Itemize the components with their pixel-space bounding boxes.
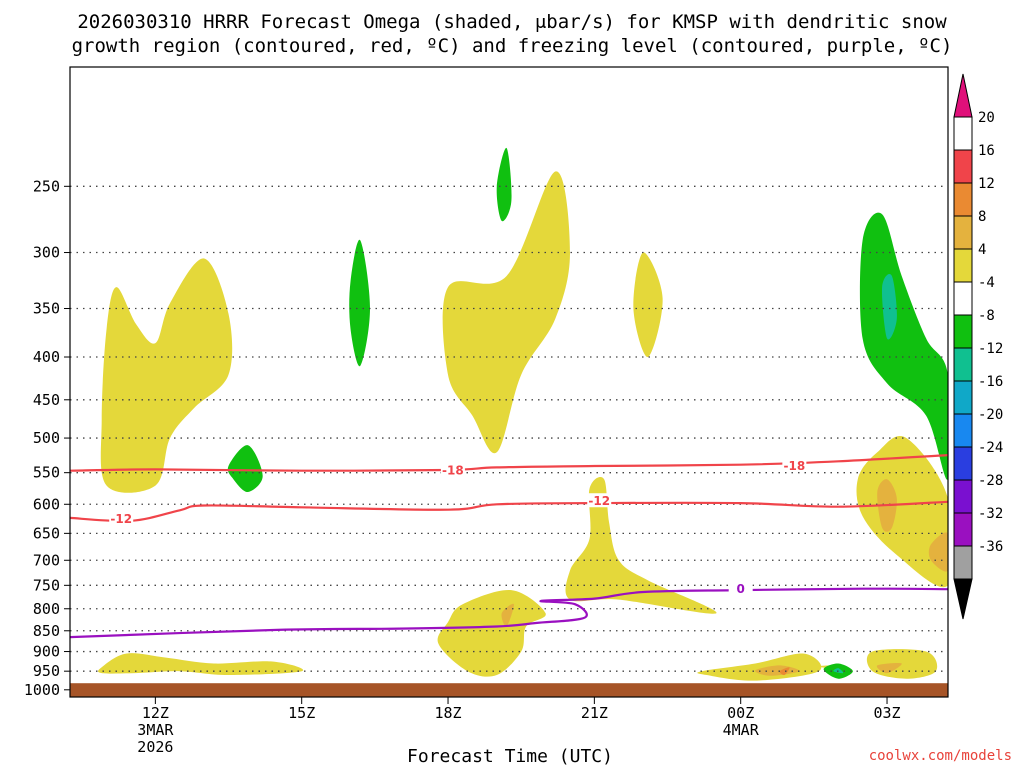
- colorbar-segment: [953, 182, 973, 217]
- colorbar-label: -4: [978, 275, 995, 291]
- colorbar-label: 4: [978, 242, 986, 258]
- y-tick-label: 500: [33, 429, 60, 447]
- temp-minus-12-label: -12: [588, 494, 610, 508]
- freezing-level-label: 0: [737, 582, 745, 596]
- ascent-8-12-region: [501, 603, 514, 627]
- x-tick-label: 21Z: [581, 704, 608, 722]
- ground-layer: [70, 683, 948, 697]
- freezing-level-label-bg: [728, 581, 753, 596]
- descent-4-8-region: [349, 239, 370, 367]
- x-axis-label: Forecast Time (UTC): [407, 746, 613, 767]
- colorbar-bottom-arrow: [953, 578, 973, 620]
- temp-minus-18-label: -18: [442, 464, 464, 478]
- temp-minus-18-line: [70, 454, 948, 472]
- x-tick-date-label: 4MAR: [723, 721, 760, 739]
- y-tick-label: 850: [33, 622, 60, 640]
- x-tick-date-label: 3MAR: [137, 721, 174, 739]
- colorbar-label: -16: [978, 374, 1003, 390]
- descent-4-8-region: [227, 445, 263, 493]
- y-tick-label: 350: [33, 300, 60, 318]
- omega-colorbar: 20 16 12 8 4 -4 -8 -12 -16 -20 -24 -28 -32 -36: [953, 73, 1003, 620]
- y-tick-label: 250: [33, 177, 60, 195]
- ascent-4-8-region: [98, 653, 304, 675]
- colorbar-segment: [953, 215, 973, 250]
- colorbar-label: -36: [978, 539, 1003, 555]
- colorbar-segment: [953, 314, 973, 349]
- y-tick-label: 900: [33, 643, 60, 661]
- colorbar-segment: [953, 545, 973, 580]
- x-tick-label: 12Z: [142, 704, 169, 722]
- descent-8-12-region: [881, 274, 897, 340]
- ground-fill: [70, 683, 948, 697]
- y-tick-label: 300: [33, 244, 60, 262]
- credit-text: coolwx.com/models: [869, 748, 1012, 764]
- colorbar-label: 8: [978, 209, 986, 225]
- colorbar-label: -8: [978, 308, 995, 324]
- freezing-level-line: [70, 587, 948, 639]
- y-tick-label: 700: [33, 551, 60, 569]
- colorbar-segment: [953, 248, 973, 283]
- temp-minus-12-label-bg: [109, 511, 134, 526]
- y-tick-label: 550: [33, 464, 60, 482]
- ascent-4-8-region: [633, 252, 663, 358]
- colorbar-label: 12: [978, 176, 995, 192]
- y-tick-label: 400: [33, 348, 60, 366]
- y-tick-label: 650: [33, 524, 60, 542]
- ascent-4-8-region: [866, 649, 938, 679]
- colorbar-label: -32: [978, 506, 1003, 522]
- y-tick-label: 950: [33, 662, 60, 680]
- colorbar-label: 20: [978, 110, 995, 126]
- colorbar-segment: [953, 512, 973, 547]
- colorbar-top-arrow: [953, 73, 973, 118]
- ascent-4-8-region: [100, 258, 233, 493]
- colorbar-segment: [953, 116, 973, 151]
- ascent-4-8-region: [856, 436, 948, 588]
- temp-minus-12-label: -12: [110, 512, 132, 526]
- x-tick-year-label: 2026: [137, 738, 173, 756]
- colorbar-segment: [953, 149, 973, 184]
- y-tick-label: 750: [33, 576, 60, 594]
- colorbar-segment: [953, 413, 973, 448]
- chart-title-line2: growth region (contoured, red, ºC) and f…: [72, 35, 953, 57]
- temp-minus-18-label-bg: [782, 458, 807, 473]
- temp-minus-12-line: [70, 500, 948, 523]
- plot-frame: [69, 66, 949, 698]
- colorbar-segment: [953, 347, 973, 382]
- y-tick-label: 800: [33, 600, 60, 618]
- colorbar-segment: [953, 446, 973, 481]
- ascent-4-8-region: [437, 589, 546, 677]
- y-tick-label: 1000: [24, 681, 60, 699]
- plot-area: -18 -18 -12 -12 0: [70, 147, 948, 697]
- colorbar-segment: [953, 479, 973, 514]
- x-tick-label: 00Z: [727, 704, 754, 722]
- colorbar-segment: [953, 380, 973, 415]
- ascent-8-12-region: [928, 532, 948, 572]
- ascent-4-8-region: [697, 653, 822, 681]
- colorbar-label: 16: [978, 143, 995, 159]
- colorbar-label: -12: [978, 341, 1003, 357]
- x-tick-label: 03Z: [873, 704, 900, 722]
- descent-4-8-region: [859, 212, 948, 480]
- y-tick-label: 450: [33, 391, 60, 409]
- temp-minus-12-label-bg: [587, 493, 612, 508]
- colorbar-label: -24: [978, 440, 1003, 456]
- descent-4-8-region: [496, 147, 512, 222]
- x-tick-label: 15Z: [288, 704, 315, 722]
- ascent-4-8-region: [565, 476, 717, 614]
- ascent-12-16-region: [779, 667, 790, 676]
- chart-title-line1: 2026030310 HRRR Forecast Omega (shaded, …: [77, 11, 947, 33]
- ascent-4-8-region: [442, 171, 570, 454]
- contour-layer: -18 -18 -12 -12 0: [70, 454, 948, 639]
- x-tick-label: 18Z: [434, 704, 461, 722]
- colorbar-label: -28: [978, 473, 1003, 489]
- colorbar-label: -20: [978, 407, 1003, 423]
- y-tick-label: 600: [33, 495, 60, 513]
- temp-minus-18-label: -18: [784, 459, 806, 473]
- temp-minus-18-label-bg: [440, 462, 465, 477]
- pressure-axis: 250 300 350 400 450 500 550 600 650 700 750 800 850 9…: [24, 177, 70, 699]
- omega-shading-layer: [98, 147, 948, 681]
- colorbar-segment: [953, 281, 973, 316]
